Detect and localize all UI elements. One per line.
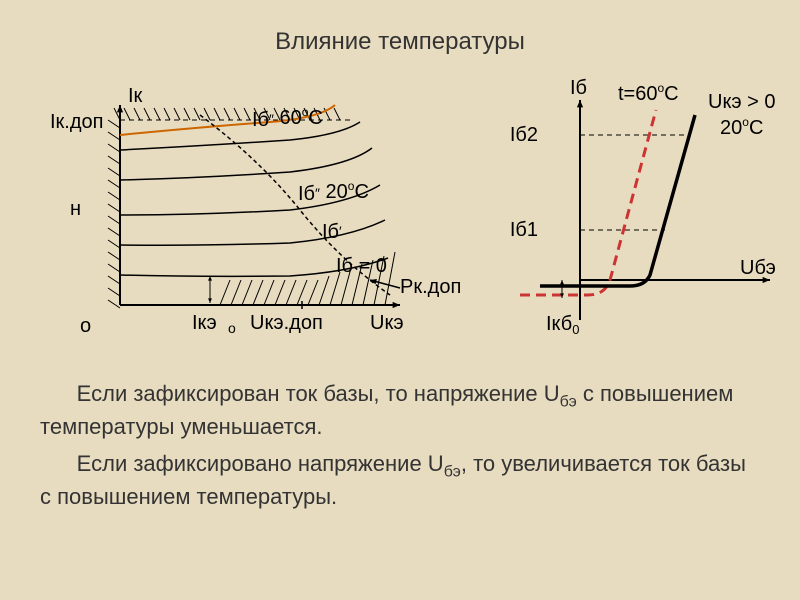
svg-text:Iб1: Iб1: [510, 219, 538, 241]
svg-text:н: н: [70, 198, 81, 220]
svg-text:Iб′: Iб′: [322, 221, 342, 243]
svg-text:Iб: Iб: [570, 77, 587, 99]
svg-text:Iб = 0: Iб = 0: [336, 255, 387, 277]
svg-text:Uкэ: Uкэ: [370, 312, 404, 334]
svg-text:Uкэ.доп: Uкэ.доп: [250, 312, 323, 334]
svg-text:Iкб0: Iкб0: [546, 313, 579, 337]
svg-text:о: о: [80, 315, 91, 337]
page-title: Влияние температуры: [0, 28, 800, 56]
svg-text:Iб2: Iб2: [510, 124, 538, 146]
svg-text:Iк.доп: Iк.доп: [50, 111, 104, 133]
svg-text:Iб″ 20оС: Iб″ 20оС: [298, 179, 369, 205]
left-chart: IкIк.допноUкэUкэ.допIкэоIб″ 60оСIб″ 20оС…: [40, 80, 440, 340]
svg-text:20оС: 20оС: [720, 115, 763, 139]
svg-text:Iкэ: Iкэ: [192, 312, 217, 334]
svg-text:Uкэ > 0: Uкэ > 0: [708, 91, 776, 113]
svg-text:t=60оС: t=60оС: [618, 81, 679, 105]
right-chart: Iб Uбэ Iб2 Iб1 t=60оС Uкэ > 020оС Iкб0: [470, 80, 790, 340]
svg-text:Iб″ 60оС: Iб″ 60оС: [252, 105, 323, 131]
paragraph: Если зафиксирован ток базы, то напряжени…: [40, 380, 760, 442]
svg-text:Iк: Iк: [128, 85, 143, 107]
svg-text:о: о: [228, 320, 236, 336]
svg-text:Uбэ: Uбэ: [740, 257, 776, 279]
paragraph: Если зафиксировано напряжение Uбэ, то ув…: [40, 450, 760, 512]
svg-text:Рк.доп: Рк.доп: [400, 276, 461, 298]
